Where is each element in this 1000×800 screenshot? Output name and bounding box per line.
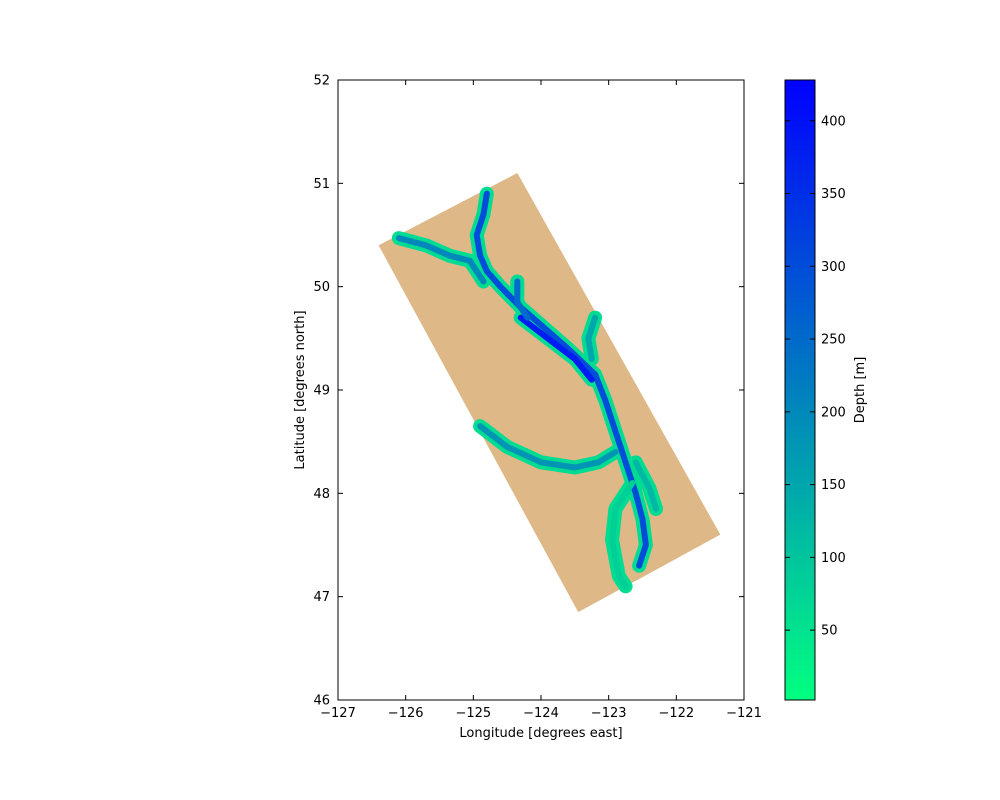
- colorbar-frame: [784, 79, 816, 701]
- colorbar-tick-label: 400: [821, 114, 846, 129]
- water-channels: [391, 186, 664, 594]
- colorbar-tick-label: 300: [821, 260, 846, 275]
- y-axis-label: Latitude [degrees north]: [293, 310, 308, 469]
- y-tick-label: 51: [313, 177, 330, 192]
- y-tick-label: 46: [313, 694, 330, 709]
- y-tick-label: 48: [313, 487, 330, 502]
- water-channel: [585, 314, 599, 362]
- water-channel: [514, 278, 531, 321]
- colorbar-tick-label: 50: [821, 624, 838, 639]
- colorbar-tick-label: 100: [821, 551, 846, 566]
- colorbar-label: Depth [m]: [853, 357, 868, 424]
- y-tick-label: 49: [313, 384, 330, 399]
- water-channel: [477, 423, 619, 471]
- x-tick-label: −124: [523, 706, 559, 721]
- x-tick-label: −125: [455, 706, 491, 721]
- y-axis-ticks: 46 47 48 49 50 51 52: [313, 74, 744, 709]
- x-tick-label: −121: [726, 706, 762, 721]
- y-tick-label: 47: [313, 590, 330, 605]
- x-axis-label: Longitude [degrees east]: [459, 726, 622, 741]
- map-axes: −127 −126 −125 −124 −123 −122 −121 46 47 48 49 50 5…: [293, 74, 762, 742]
- water-channel: [609, 480, 636, 590]
- x-tick-label: −126: [388, 706, 424, 721]
- water-channel: [395, 235, 487, 285]
- water-channel: [517, 314, 595, 383]
- x-tick-label: −127: [320, 706, 356, 721]
- colorbar-ticks: 50 100 150 200 250 300 350 400: [785, 114, 846, 639]
- colorbar-gradient: [785, 80, 815, 700]
- colorbar-tick-label: 200: [821, 405, 846, 420]
- colorbar-tick-label: 250: [821, 333, 846, 348]
- colorbar-tick-label: 150: [821, 478, 846, 493]
- water-channel: [632, 459, 660, 512]
- colorbar: 50 100 150 200 250 300 350 400 Depth [m]: [784, 79, 868, 701]
- y-tick-label: 52: [313, 74, 330, 89]
- x-tick-label: −123: [591, 706, 627, 721]
- x-tick-label: −122: [658, 706, 694, 721]
- x-axis-ticks: −127 −126 −125 −124 −123 −122 −121: [320, 80, 762, 721]
- y-tick-label: 50: [313, 280, 330, 295]
- colorbar-tick-label: 350: [821, 187, 846, 202]
- water-channel: [473, 190, 649, 569]
